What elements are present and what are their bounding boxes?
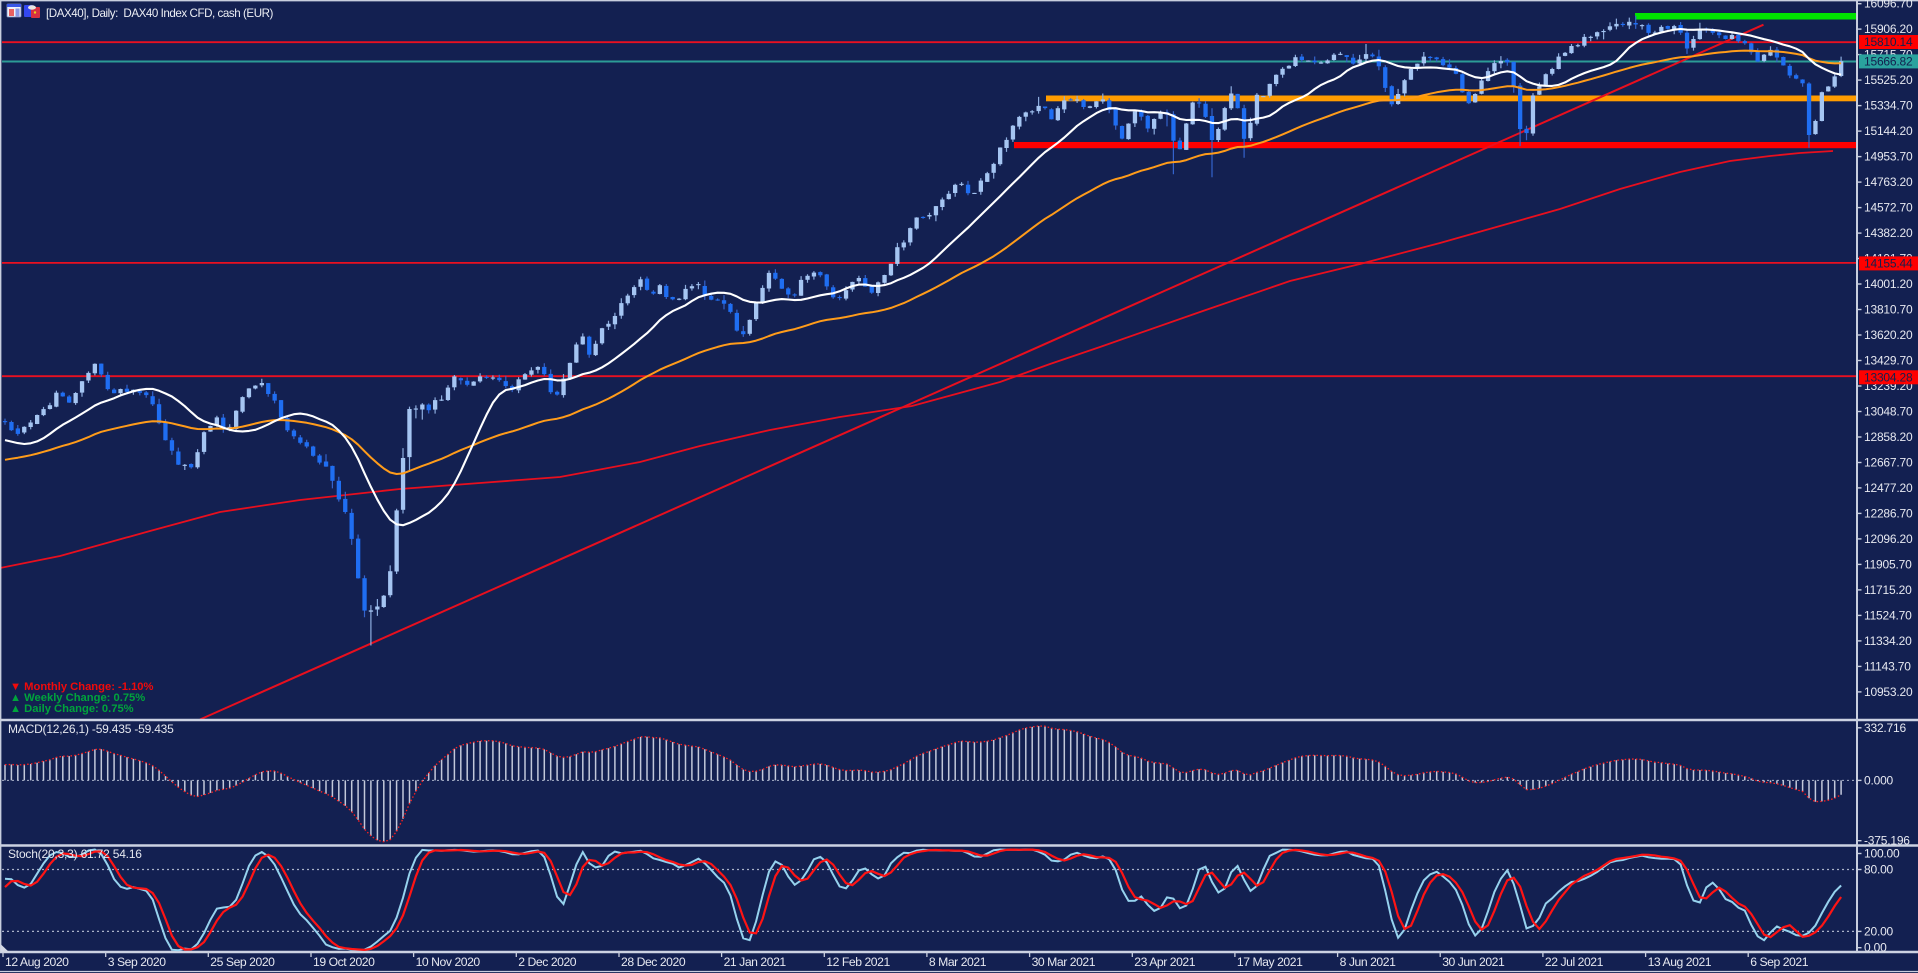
- svg-text:▲ Daily Change: 0.75%: ▲ Daily Change: 0.75%: [10, 703, 134, 715]
- svg-text:14001.20: 14001.20: [1864, 277, 1913, 291]
- svg-text:[DAX40], Daily: DAX40 Index C: [DAX40], Daily: DAX40 Index CFD, cash (E…: [46, 7, 274, 20]
- svg-text:3 Sep 2020: 3 Sep 2020: [108, 955, 167, 969]
- svg-text:19 Oct 2020: 19 Oct 2020: [313, 955, 375, 969]
- svg-text:Stoch(20,3,3) 61.72 54.16: Stoch(20,3,3) 61.72 54.16: [8, 847, 142, 861]
- svg-text:30 Jun 2021: 30 Jun 2021: [1442, 955, 1505, 969]
- svg-text:13304.28: 13304.28: [1864, 370, 1913, 384]
- svg-text:15144.20: 15144.20: [1864, 124, 1913, 138]
- svg-text:6 Sep 2021: 6 Sep 2021: [1750, 955, 1809, 969]
- svg-text:▼ Monthly Change: -1.10%: ▼ Monthly Change: -1.10%: [10, 681, 154, 693]
- svg-text:12286.70: 12286.70: [1864, 506, 1913, 520]
- svg-text:14763.20: 14763.20: [1864, 175, 1913, 189]
- svg-text:25 Sep 2020: 25 Sep 2020: [210, 955, 275, 969]
- svg-text:80.00: 80.00: [1864, 863, 1894, 877]
- svg-text:14155.44: 14155.44: [1864, 256, 1913, 270]
- svg-text:17 May 2021: 17 May 2021: [1237, 955, 1303, 969]
- svg-text:13429.70: 13429.70: [1864, 354, 1913, 368]
- svg-text:12667.70: 12667.70: [1864, 456, 1913, 470]
- svg-text:11143.70: 11143.70: [1864, 659, 1911, 673]
- svg-text:12 Aug 2020: 12 Aug 2020: [5, 955, 69, 969]
- svg-text:22 Jul 2021: 22 Jul 2021: [1545, 955, 1604, 969]
- svg-text:12096.20: 12096.20: [1864, 532, 1913, 546]
- svg-text:21 Jan 2021: 21 Jan 2021: [724, 955, 787, 969]
- svg-text:8 Mar 2021: 8 Mar 2021: [929, 955, 987, 969]
- svg-text:15666.82: 15666.82: [1864, 54, 1913, 68]
- svg-text:10 Nov 2020: 10 Nov 2020: [416, 955, 481, 969]
- svg-text:13620.20: 13620.20: [1864, 328, 1913, 342]
- svg-text:100.00: 100.00: [1864, 847, 1900, 861]
- svg-text:13810.70: 13810.70: [1864, 303, 1913, 317]
- svg-text:12477.20: 12477.20: [1864, 481, 1913, 495]
- svg-text:14382.20: 14382.20: [1864, 226, 1913, 240]
- svg-text:11334.20: 11334.20: [1864, 634, 1912, 648]
- svg-text:15334.70: 15334.70: [1864, 99, 1913, 113]
- svg-text:10953.20: 10953.20: [1864, 685, 1913, 699]
- svg-text:11715.20: 11715.20: [1864, 583, 1912, 597]
- svg-text:0.000: 0.000: [1864, 773, 1894, 787]
- svg-text:28 Dec 2020: 28 Dec 2020: [621, 955, 686, 969]
- svg-text:15810.14: 15810.14: [1864, 35, 1913, 49]
- svg-text:13048.70: 13048.70: [1864, 405, 1913, 419]
- svg-text:11905.70: 11905.70: [1864, 557, 1912, 571]
- svg-text:0.00: 0.00: [1864, 941, 1887, 955]
- svg-text:13 Aug 2021: 13 Aug 2021: [1648, 955, 1712, 969]
- svg-text:-375.196: -375.196: [1864, 834, 1910, 848]
- svg-text:12 Feb 2021: 12 Feb 2021: [826, 955, 890, 969]
- svg-text:15525.20: 15525.20: [1864, 73, 1913, 87]
- svg-text:14953.70: 14953.70: [1864, 150, 1913, 164]
- svg-text:▲ Weekly Change: 0.75%: ▲ Weekly Change: 0.75%: [10, 692, 145, 704]
- svg-text:20.00: 20.00: [1864, 924, 1894, 938]
- svg-text:332.716: 332.716: [1864, 721, 1907, 735]
- svg-text:2 Dec 2020: 2 Dec 2020: [518, 955, 577, 969]
- svg-text:12858.20: 12858.20: [1864, 430, 1913, 444]
- svg-text:30 Mar 2021: 30 Mar 2021: [1032, 955, 1096, 969]
- svg-text:11524.70: 11524.70: [1864, 608, 1912, 622]
- svg-text:16096.70: 16096.70: [1864, 0, 1913, 11]
- svg-text:23 Apr 2021: 23 Apr 2021: [1134, 955, 1195, 969]
- svg-text:8 Jun 2021: 8 Jun 2021: [1340, 955, 1396, 969]
- svg-text:15906.20: 15906.20: [1864, 22, 1913, 36]
- svg-text:14572.70: 14572.70: [1864, 201, 1913, 215]
- svg-text:MACD(12,26,1) -59.435 -59.435: MACD(12,26,1) -59.435 -59.435: [8, 722, 174, 736]
